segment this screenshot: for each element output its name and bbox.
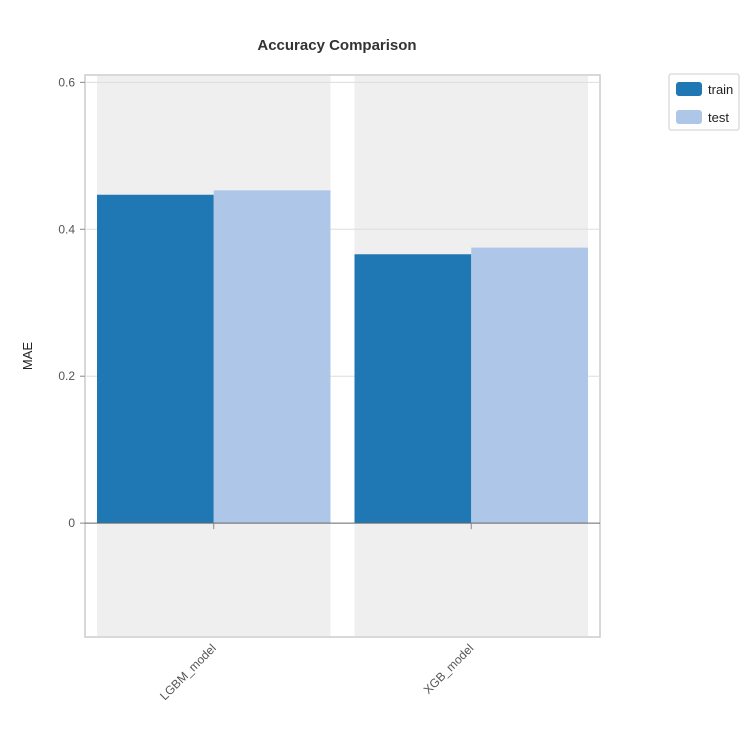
legend-label-train[interactable]: train [708,82,733,97]
legend-label-test[interactable]: test [708,110,729,125]
bar-test-XGB_model[interactable] [471,247,588,524]
legend-swatch-test[interactable] [676,110,702,124]
y-tick-label: 0.6 [58,75,75,89]
x-tick-label: LGBM_model [157,641,219,703]
legend-swatch-train[interactable] [676,82,702,96]
x-tick-label: XGB_model [421,641,477,697]
y-tick-label: 0.2 [58,369,75,383]
chart-title: Accuracy Comparison [257,37,416,54]
legend[interactable]: train test [668,73,740,131]
y-tick-label: 0.4 [58,222,75,236]
plot-area: 0 0.2 0.4 0.6 LGBM_model XGB_model [58,74,601,703]
bar-train-XGB_model[interactable] [354,254,472,524]
bar-train-LGBM_model[interactable] [97,194,214,524]
y-tick-label: 0 [68,516,75,530]
y-axis-label: MAE [20,342,35,371]
bar-test-LGBM_model[interactable] [213,190,331,524]
